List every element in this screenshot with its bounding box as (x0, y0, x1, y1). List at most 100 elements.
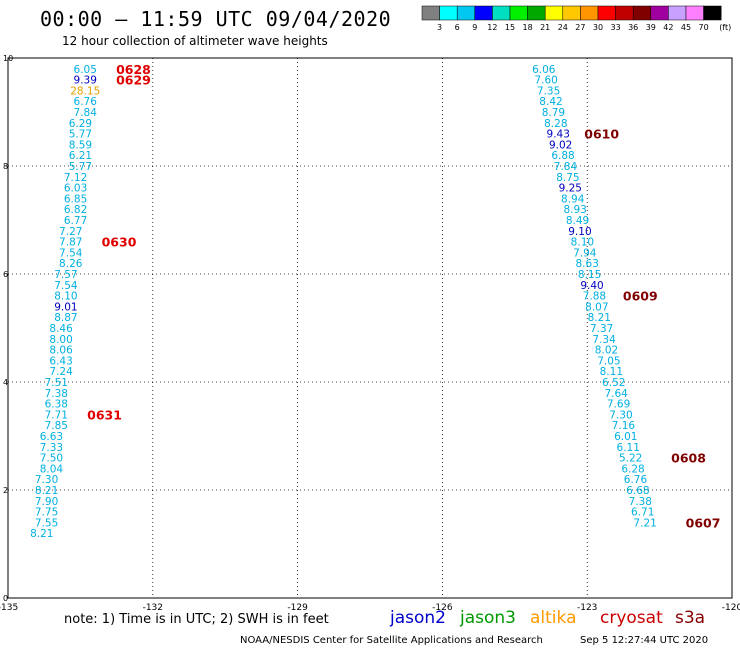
wave-height-value: 8.75 (556, 172, 579, 184)
footer-timestamp: Sep 5 12:27:44 UTC 2020 (580, 635, 709, 646)
legend-altika: altika (530, 608, 577, 628)
wave-height-value: 9.10 (568, 226, 591, 238)
wave-height-value: 8.63 (576, 258, 599, 270)
wave-height-value: 8.49 (566, 215, 589, 227)
wave-height-value: 7.16 (612, 420, 636, 432)
color-scale-swatch (615, 5, 634, 21)
wave-height-value: 7.90 (35, 496, 58, 508)
color-scale-label: 70 (699, 23, 709, 32)
wave-height-value: 7.30 (609, 409, 632, 421)
wave-height-value: 6.28 (621, 463, 644, 475)
wave-height-value: 6.05 (74, 64, 97, 76)
color-scale-unit: (ft) (719, 23, 731, 32)
wave-height-value: 7.38 (629, 496, 652, 508)
wave-height-value: 7.60 (534, 75, 557, 87)
wave-height-value: 8.21 (30, 528, 53, 540)
color-scale-swatch (580, 5, 599, 21)
wave-height-value: 7.51 (45, 377, 68, 389)
wave-height-value: 7.94 (573, 247, 597, 259)
wave-height-value: 7.87 (59, 237, 82, 249)
pass-time-label: 0610 (584, 127, 619, 142)
wave-height-value: 7.38 (45, 388, 68, 400)
y-tick-label: 10 (3, 54, 13, 63)
wave-height-value: 7.33 (40, 442, 63, 454)
y-tick-label: 4 (3, 378, 8, 387)
color-scale-label: 33 (611, 23, 621, 32)
wave-height-value: 8.42 (539, 96, 562, 108)
color-scale-swatch (439, 5, 458, 21)
pass-time-label: 0607 (686, 515, 721, 530)
wave-height-value: 9.25 (559, 183, 582, 195)
wave-height-value: 6.88 (551, 150, 574, 162)
color-scale-swatch (703, 5, 722, 21)
x-tick-label: -129 (287, 603, 308, 613)
y-tick-label: 8 (3, 162, 8, 171)
color-scale-label: 27 (575, 23, 585, 32)
wave-height-value: 8.26 (59, 258, 83, 270)
color-scale-label: 42 (663, 23, 673, 32)
pass-time-label: 0631 (87, 407, 122, 422)
wave-height-value: 6.82 (64, 204, 87, 216)
wave-height-value: 8.02 (595, 345, 618, 357)
x-tick-label: -126 (432, 603, 453, 613)
wave-height-value: 7.85 (45, 420, 68, 432)
x-tick-label: -120 (722, 603, 740, 613)
wave-height-value: 6.52 (602, 377, 625, 389)
wave-height-value: 9.01 (54, 301, 77, 313)
wave-height-value: 6.68 (626, 485, 649, 497)
pass-time-label: 0628 (116, 62, 151, 77)
color-scale-label: 21 (540, 23, 550, 32)
wave-height-value: 7.12 (64, 172, 87, 184)
wave-height-value: 7.88 (583, 291, 606, 303)
color-scale-label: 24 (558, 23, 568, 32)
wave-height-value: 8.10 (571, 237, 594, 249)
wave-height-value: 6.21 (69, 150, 92, 162)
wave-height-value: 7.55 (35, 517, 58, 529)
color-scale-swatch (685, 5, 704, 21)
color-scale-label: 18 (523, 23, 533, 32)
wave-height-value: 8.46 (49, 323, 73, 335)
wave-height-value: 7.69 (607, 399, 630, 411)
wave-height-value: 8.59 (69, 139, 92, 151)
wave-height-value: 8.10 (54, 291, 77, 303)
color-scale-swatch (509, 5, 528, 21)
pass-time-label: 0609 (623, 289, 658, 304)
wave-height-value: 7.24 (49, 366, 73, 378)
wave-height-value: 7.27 (59, 226, 82, 238)
wave-height-value: 8.21 (35, 485, 58, 497)
wave-height-value: 5.77 (69, 129, 92, 141)
pass-time-label: 0608 (671, 451, 706, 466)
legend-s3a: s3a (675, 608, 706, 628)
wave-height-value: 7.30 (35, 474, 58, 486)
wave-height-value: 6.77 (64, 215, 87, 227)
chart-subtitle: 12 hour collection of altimeter wave hei… (62, 34, 328, 48)
wave-height-value: 8.11 (600, 366, 623, 378)
color-scale-swatch (474, 5, 493, 21)
y-tick-label: 2 (3, 486, 8, 495)
color-scale-swatch (456, 5, 476, 21)
chart-title: 00:00 – 11:59 UTC 09/04/2020 (40, 7, 392, 31)
wave-height-value: 7.57 (54, 269, 77, 281)
wave-height-value: 6.38 (45, 399, 68, 411)
footer-note: note: 1) Time is in UTC; 2) SWH is in fe… (64, 612, 329, 627)
wave-height-value: 7.75 (35, 507, 58, 519)
color-scale-label: 30 (593, 23, 603, 32)
wave-height-value: 7.37 (590, 323, 613, 335)
footer-credit: NOAA/NESDIS Center for Satellite Applica… (240, 635, 543, 646)
wave-height-value: 6.76 (624, 474, 648, 486)
y-tick-label: 0 (3, 594, 8, 603)
wave-height-value: 6.01 (614, 431, 637, 443)
wave-height-value: 7.21 (633, 517, 656, 529)
wave-height-value: 5.22 (619, 453, 642, 465)
legend-cryosat: cryosat (600, 608, 663, 628)
legend-jason2: jason2 (390, 608, 446, 628)
x-tick-label: -135 (0, 603, 18, 613)
color-scale-swatch (421, 5, 440, 21)
wave-height-value: 8.00 (49, 334, 72, 346)
color-scale-label: 45 (681, 23, 691, 32)
color-scale-swatch (650, 5, 669, 21)
wave-height-value: 7.71 (45, 409, 68, 421)
wave-height-value: 8.15 (578, 269, 601, 281)
